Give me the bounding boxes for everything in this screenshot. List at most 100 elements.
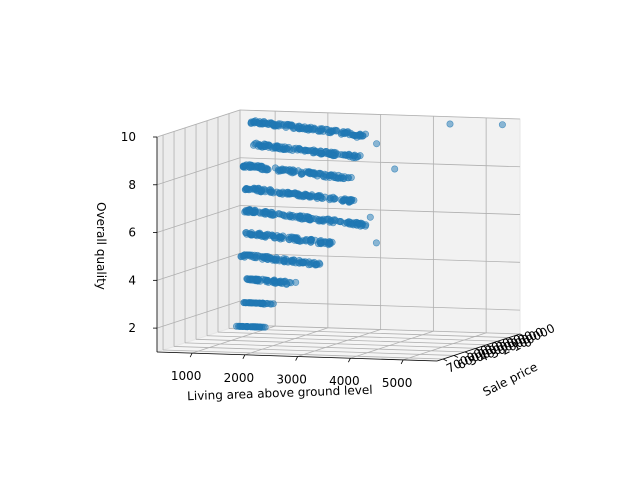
- grid-x-floor: [297, 329, 381, 357]
- y-tick-mark: [464, 351, 470, 355]
- data-point: [347, 174, 355, 182]
- data-point: [250, 141, 258, 149]
- data-point: [342, 129, 350, 137]
- data-point: [340, 196, 348, 204]
- x-tick-mark: [242, 354, 246, 360]
- data-point: [314, 127, 322, 135]
- data-point: [341, 173, 349, 181]
- z-tick-label: 8: [128, 178, 136, 192]
- data-point: [317, 240, 325, 248]
- data-point: [331, 217, 339, 225]
- grid-x-floor: [192, 325, 276, 354]
- grid-y-floor: [239, 324, 521, 335]
- left-pane: [156, 109, 241, 353]
- data-point: [331, 195, 339, 203]
- data-point: [247, 252, 255, 260]
- x-axis-label: Living area above ground level: [187, 383, 373, 403]
- outlier-point: [372, 239, 380, 247]
- y-tick-mark: [475, 347, 481, 351]
- data-point: [317, 216, 325, 224]
- grid-z-left: [156, 109, 241, 138]
- grid-z-left: [156, 252, 241, 281]
- x-tick-label: 4000: [329, 374, 360, 388]
- outlier-point: [366, 213, 374, 221]
- data-point: [253, 275, 261, 283]
- y-axis-label: Sale price: [481, 360, 540, 399]
- data-point: [296, 192, 304, 200]
- data-point: [348, 220, 356, 228]
- data-point: [269, 120, 277, 128]
- data-point: [261, 119, 269, 127]
- data-point: [246, 206, 254, 214]
- data-point: [243, 275, 251, 283]
- data-point: [302, 146, 310, 154]
- z-tick-label: 6: [128, 226, 136, 240]
- z-axis-label: Overall quality: [94, 202, 108, 290]
- data-point: [233, 322, 241, 330]
- data-point: [258, 143, 266, 151]
- outlier-point: [391, 165, 399, 173]
- data-points: [233, 117, 506, 331]
- data-point: [247, 163, 255, 171]
- x-tick-mark: [189, 352, 193, 358]
- grid-z-back: [239, 157, 521, 168]
- data-point: [285, 233, 293, 241]
- grid-z-back: [239, 252, 521, 263]
- data-point: [249, 323, 257, 331]
- data-point: [325, 215, 333, 223]
- data-point: [248, 185, 256, 193]
- data-point: [329, 152, 337, 160]
- z-tick-label: 10: [121, 130, 136, 144]
- data-point: [289, 212, 297, 220]
- data-point: [305, 261, 313, 269]
- data-point: [315, 259, 323, 267]
- data-point: [255, 185, 263, 193]
- grid-y-floor: [163, 349, 444, 360]
- grid-x-floor: [350, 330, 434, 359]
- grid-lines: [156, 109, 521, 361]
- y-axis-line: [436, 333, 521, 362]
- data-point: [246, 230, 254, 238]
- data-point: [311, 148, 319, 156]
- data-point: [350, 196, 358, 204]
- data-point: [286, 146, 294, 154]
- grid-z-back: [239, 300, 521, 311]
- grid-y-floor: [174, 346, 455, 356]
- grid-z-left: [156, 205, 241, 233]
- outlier-point: [446, 120, 454, 128]
- data-point: [276, 143, 284, 151]
- data-point: [274, 167, 282, 175]
- data-point: [292, 259, 300, 267]
- data-point: [282, 123, 290, 131]
- data-point: [257, 163, 265, 171]
- grid-z-left: [156, 157, 241, 186]
- data-point: [276, 233, 284, 241]
- data-point: [324, 129, 332, 137]
- grid-y-floor: [185, 342, 466, 353]
- data-point: [297, 170, 305, 178]
- data-point: [308, 236, 316, 244]
- data-point: [279, 278, 287, 286]
- grid-y-floor: [218, 331, 499, 342]
- x-tick-mark: [400, 359, 404, 365]
- data-point: [265, 254, 273, 262]
- data-point: [314, 192, 322, 200]
- y-tick-mark: [497, 340, 503, 344]
- data-point: [281, 166, 289, 174]
- z-tick-label: 4: [128, 273, 136, 287]
- x-axis-line: [156, 351, 438, 362]
- data-point: [303, 125, 311, 133]
- y-tick-mark: [486, 344, 492, 348]
- data-point: [261, 210, 269, 218]
- data-point: [329, 172, 337, 180]
- x-tick-label: 5000: [382, 376, 413, 390]
- outlier-point: [373, 140, 381, 148]
- y-tick-mark: [453, 355, 459, 358]
- data-point: [291, 235, 299, 243]
- y-tick-mark: [508, 337, 514, 340]
- y-tick-mark: [519, 333, 525, 337]
- data-point: [339, 151, 347, 159]
- data-point: [289, 166, 297, 174]
- data-point: [341, 219, 349, 227]
